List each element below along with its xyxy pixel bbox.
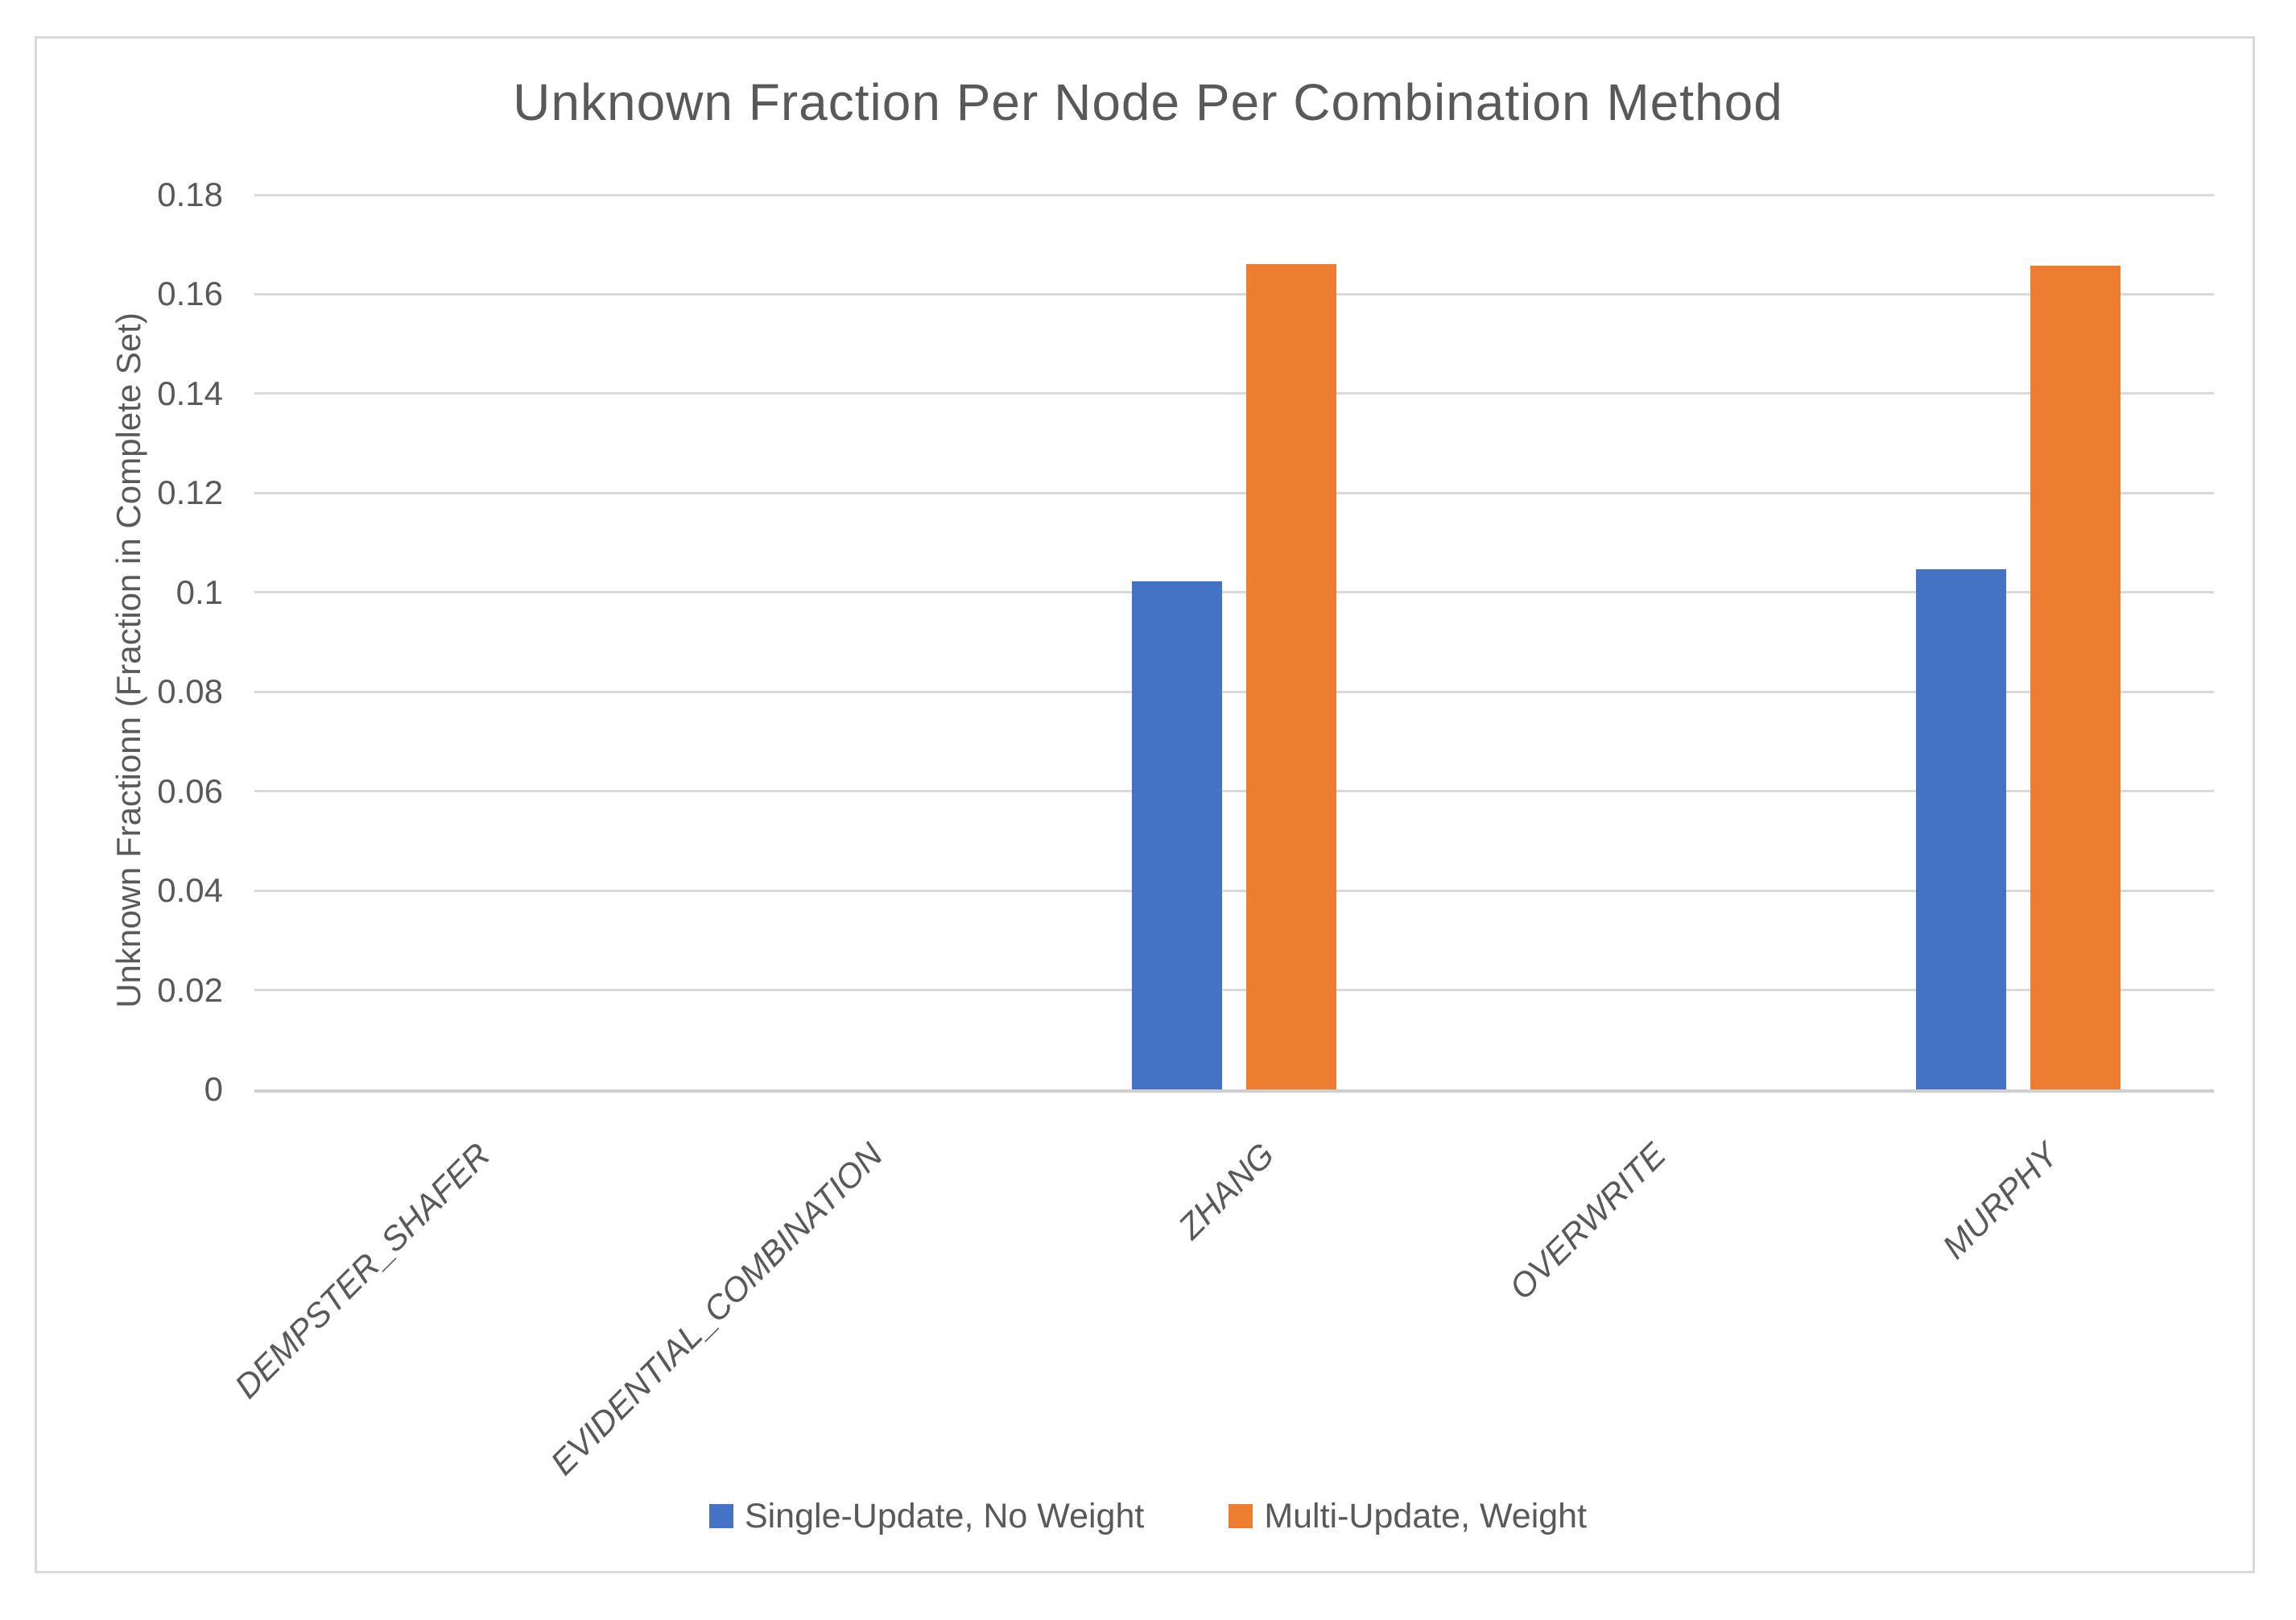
- legend-label-single-update: Single-Update, No Weight: [744, 1497, 1145, 1535]
- bar-single-update-murphy: [1915, 568, 2006, 1089]
- y-tick-label: 0.12: [157, 473, 223, 512]
- y-tick-label: 0.04: [157, 871, 223, 910]
- y-tick-label: 0.02: [157, 970, 223, 1009]
- legend-swatch-multi-update: [1229, 1504, 1253, 1528]
- gridline: [254, 989, 2214, 992]
- y-tick-label: 0.1: [176, 572, 223, 611]
- bar-multi-update-murphy: [2030, 266, 2120, 1089]
- gridline: [254, 392, 2214, 395]
- gridline: [254, 193, 2214, 196]
- gridline: [254, 690, 2214, 693]
- bar-multi-update-zhang: [1246, 263, 1336, 1089]
- chart-title: Unknown Fraction Per Node Per Combinatio…: [513, 73, 1783, 131]
- y-tick-label: 0.08: [157, 672, 223, 711]
- legend-swatch-single-update: [708, 1504, 733, 1528]
- gridline: [254, 790, 2214, 793]
- x-axis-line: [254, 1089, 2214, 1093]
- y-tick-label: 0.18: [157, 176, 223, 213]
- gridline: [254, 491, 2214, 494]
- legend-item-multi-update: Multi-Update, Weight: [1229, 1496, 1587, 1536]
- plot-area: DEMPSTER_SHAFER EVIDENTIAL_COMBINATION ZHA…: [228, 193, 2214, 1482]
- y-tick-label: 0.16: [157, 275, 223, 313]
- legend-label-multi-update: Multi-Update, Weight: [1264, 1497, 1588, 1535]
- legend: Single-Update, No Weight Multi-Update, W…: [0, 1496, 2296, 1536]
- legend-item-single-update: Single-Update, No Weight: [708, 1496, 1145, 1536]
- gridline: [254, 292, 2214, 295]
- y-axis-tick-labels: 0 0.02 0.04 0.06 0.08 0.1 0.12 0.14 0.16 0.18: [62, 0, 223, 1620]
- y-tick-label: 0.06: [157, 771, 223, 810]
- gridline: [254, 591, 2214, 594]
- y-tick-label: 0.14: [157, 374, 223, 412]
- bar-single-update-zhang: [1132, 581, 1222, 1089]
- gridline: [254, 889, 2214, 892]
- y-tick-label: 0: [204, 1070, 223, 1108]
